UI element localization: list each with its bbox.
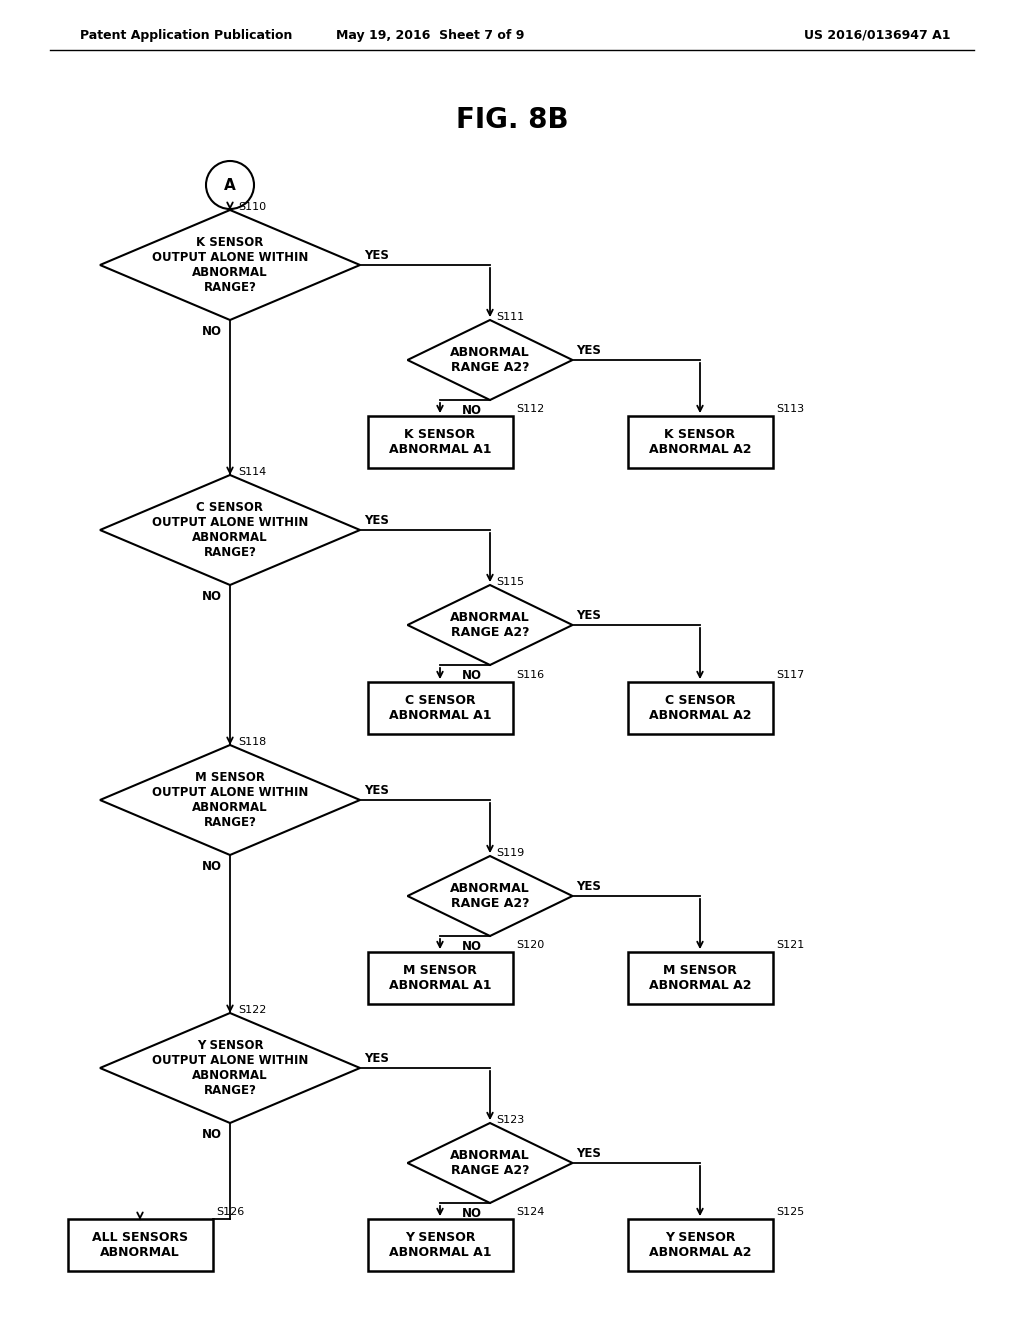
Text: A: A [224, 177, 236, 193]
Text: S120: S120 [516, 940, 545, 950]
Text: YES: YES [364, 1052, 389, 1065]
Bar [368, 416, 512, 469]
Text: M SENSOR
ABNORMAL A2: M SENSOR ABNORMAL A2 [649, 964, 752, 993]
Text: S122: S122 [238, 1005, 266, 1015]
Bar [628, 952, 772, 1005]
Bar [628, 682, 772, 734]
Text: S125: S125 [776, 1206, 805, 1217]
Text: S116: S116 [516, 671, 545, 680]
Text: S112: S112 [516, 404, 545, 414]
Text: M SENSOR
OUTPUT ALONE WITHIN
ABNORMAL
RANGE?: M SENSOR OUTPUT ALONE WITHIN ABNORMAL RA… [152, 771, 308, 829]
Text: S119: S119 [496, 847, 524, 858]
Text: S123: S123 [496, 1115, 524, 1125]
Text: S115: S115 [496, 577, 524, 587]
Text: S121: S121 [776, 940, 805, 950]
Text: YES: YES [577, 345, 601, 356]
Text: ABNORMAL
RANGE A2?: ABNORMAL RANGE A2? [451, 882, 529, 909]
Text: YES: YES [364, 513, 389, 527]
Text: May 19, 2016  Sheet 7 of 9: May 19, 2016 Sheet 7 of 9 [336, 29, 524, 41]
Text: S111: S111 [496, 312, 524, 322]
Text: YES: YES [577, 1147, 601, 1160]
Text: K SENSOR
OUTPUT ALONE WITHIN
ABNORMAL
RANGE?: K SENSOR OUTPUT ALONE WITHIN ABNORMAL RA… [152, 236, 308, 294]
Text: NO: NO [202, 1129, 222, 1140]
Text: US 2016/0136947 A1: US 2016/0136947 A1 [804, 29, 950, 41]
Text: K SENSOR
ABNORMAL A2: K SENSOR ABNORMAL A2 [649, 428, 752, 455]
Bar [628, 1218, 772, 1271]
Text: NO: NO [202, 325, 222, 338]
Bar [368, 952, 512, 1005]
Bar [368, 1218, 512, 1271]
Text: YES: YES [577, 609, 601, 622]
Bar [628, 416, 772, 469]
Text: M SENSOR
ABNORMAL A1: M SENSOR ABNORMAL A1 [389, 964, 492, 993]
Text: S114: S114 [238, 467, 266, 477]
Text: NO: NO [462, 404, 482, 417]
Text: S126: S126 [216, 1206, 245, 1217]
Text: NO: NO [462, 1206, 482, 1220]
Text: C SENSOR
ABNORMAL A1: C SENSOR ABNORMAL A1 [389, 694, 492, 722]
Text: NO: NO [202, 590, 222, 603]
Text: ABNORMAL
RANGE A2?: ABNORMAL RANGE A2? [451, 346, 529, 374]
Text: FIG. 8B: FIG. 8B [456, 106, 568, 135]
Text: S124: S124 [516, 1206, 545, 1217]
Text: S118: S118 [238, 737, 266, 747]
Bar [368, 682, 512, 734]
Text: NO: NO [462, 669, 482, 682]
Text: ABNORMAL
RANGE A2?: ABNORMAL RANGE A2? [451, 1148, 529, 1177]
Text: YES: YES [577, 880, 601, 894]
Text: C SENSOR
ABNORMAL A2: C SENSOR ABNORMAL A2 [649, 694, 752, 722]
Text: C SENSOR
OUTPUT ALONE WITHIN
ABNORMAL
RANGE?: C SENSOR OUTPUT ALONE WITHIN ABNORMAL RA… [152, 502, 308, 558]
Text: YES: YES [364, 249, 389, 261]
Text: Y SENSOR
ABNORMAL A2: Y SENSOR ABNORMAL A2 [649, 1232, 752, 1259]
Text: S117: S117 [776, 671, 805, 680]
Text: Patent Application Publication: Patent Application Publication [80, 29, 293, 41]
Text: YES: YES [364, 784, 389, 797]
Text: ALL SENSORS
ABNORMAL: ALL SENSORS ABNORMAL [92, 1232, 188, 1259]
Text: K SENSOR
ABNORMAL A1: K SENSOR ABNORMAL A1 [389, 428, 492, 455]
Text: Y SENSOR
OUTPUT ALONE WITHIN
ABNORMAL
RANGE?: Y SENSOR OUTPUT ALONE WITHIN ABNORMAL RA… [152, 1039, 308, 1097]
Text: NO: NO [202, 861, 222, 873]
Text: ABNORMAL
RANGE A2?: ABNORMAL RANGE A2? [451, 611, 529, 639]
Bar [68, 1218, 213, 1271]
Text: Y SENSOR
ABNORMAL A1: Y SENSOR ABNORMAL A1 [389, 1232, 492, 1259]
Text: NO: NO [462, 940, 482, 953]
Text: S113: S113 [776, 404, 805, 414]
Text: S110: S110 [238, 202, 266, 213]
